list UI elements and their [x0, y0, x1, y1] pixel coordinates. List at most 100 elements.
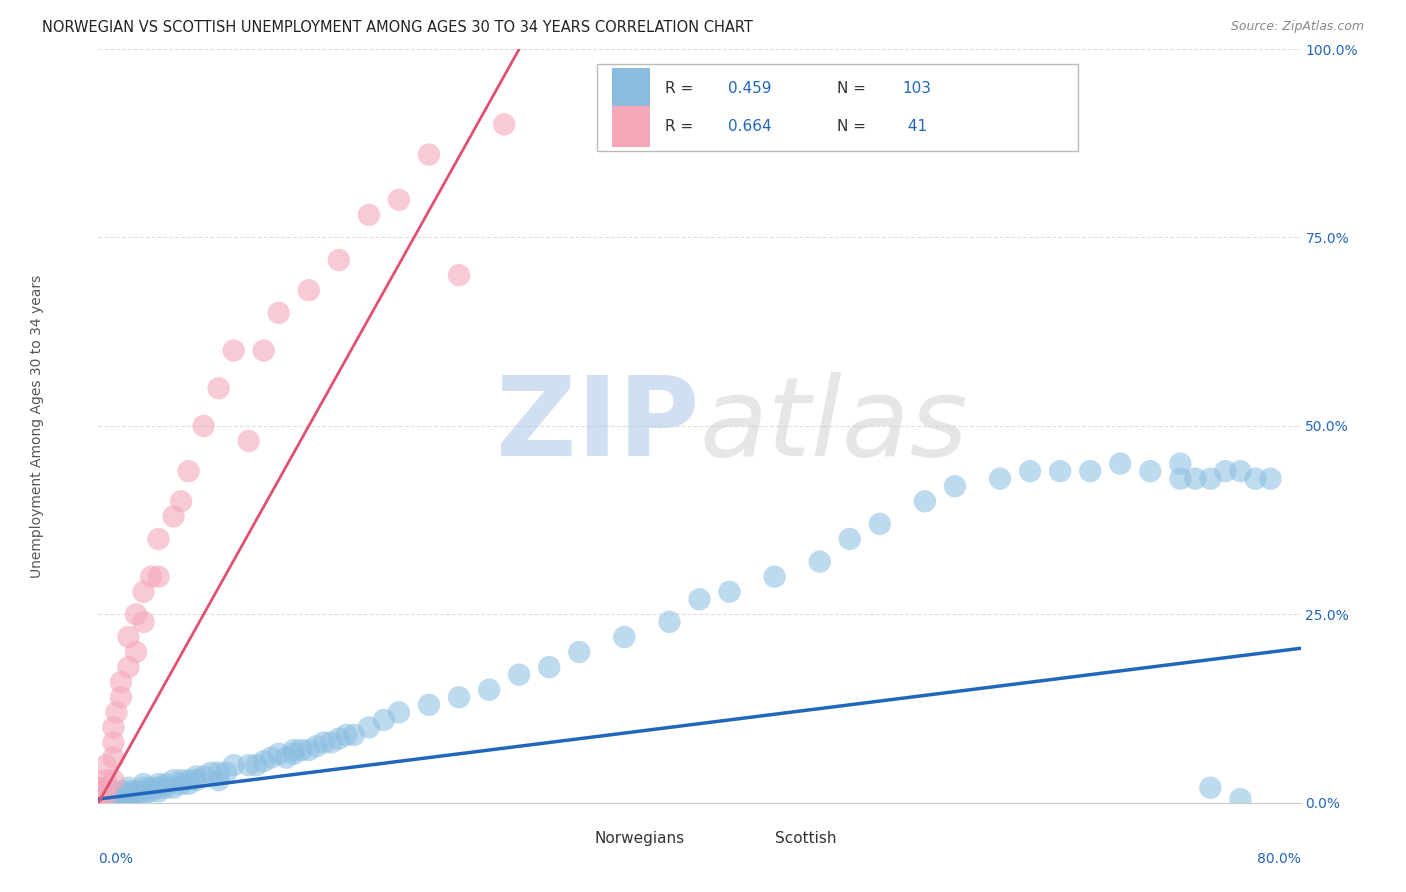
Text: 0.664: 0.664 [728, 119, 772, 134]
Point [193, 419, 215, 434]
Point [139, 780, 162, 795]
Point [87, 792, 110, 806]
Text: N =: N = [837, 81, 866, 96]
Point [87, 789, 110, 803]
Point [658, 615, 681, 629]
Point [87, 792, 110, 806]
Point [155, 780, 177, 795]
Text: Norwegians: Norwegians [595, 830, 685, 846]
Point [148, 570, 170, 584]
Point [170, 773, 193, 788]
Point [1170, 472, 1192, 486]
Point [177, 464, 200, 478]
Text: 0.0%: 0.0% [98, 852, 134, 866]
Point [222, 343, 245, 358]
Point [132, 584, 155, 599]
Point [87, 796, 110, 810]
Point [110, 784, 132, 798]
Point [87, 780, 110, 795]
Point [1184, 472, 1206, 486]
Point [312, 735, 335, 749]
Point [260, 750, 283, 764]
Point [508, 667, 530, 681]
Point [125, 784, 148, 798]
Point [87, 796, 110, 810]
Point [103, 750, 125, 764]
Point [132, 784, 155, 798]
Point [125, 607, 148, 622]
Point [132, 789, 155, 803]
Point [162, 509, 184, 524]
Point [283, 747, 305, 761]
Point [125, 789, 148, 803]
Point [193, 769, 215, 783]
FancyBboxPatch shape [730, 822, 763, 854]
Point [1229, 792, 1251, 806]
Point [117, 780, 139, 795]
Point [914, 494, 936, 508]
Point [208, 381, 231, 395]
Point [1139, 464, 1161, 478]
Point [94, 789, 117, 803]
Point [538, 660, 561, 674]
Y-axis label: Unemployment Among Ages 30 to 34 years: Unemployment Among Ages 30 to 34 years [31, 275, 45, 577]
Point [117, 784, 139, 798]
Point [148, 532, 170, 546]
Point [290, 743, 312, 757]
FancyBboxPatch shape [550, 822, 583, 854]
Point [110, 690, 132, 705]
Point [335, 728, 357, 742]
Point [139, 784, 162, 798]
Point [1244, 472, 1267, 486]
Point [838, 532, 860, 546]
Point [388, 193, 411, 207]
Point [103, 773, 125, 788]
Point [447, 690, 470, 705]
Point [132, 777, 155, 791]
Text: ZIP: ZIP [496, 373, 700, 479]
Point [988, 472, 1011, 486]
Point [139, 570, 162, 584]
Text: 103: 103 [903, 81, 932, 96]
Point [103, 721, 125, 735]
Point [184, 773, 207, 788]
Point [253, 755, 276, 769]
Point [418, 147, 440, 161]
Text: 41: 41 [903, 119, 927, 134]
Point [238, 434, 260, 448]
Point [110, 789, 132, 803]
Point [357, 721, 380, 735]
Point [110, 792, 132, 806]
Point [869, 516, 891, 531]
Point [110, 675, 132, 690]
Text: 0.459: 0.459 [728, 81, 772, 96]
Point [94, 796, 117, 810]
Point [94, 796, 117, 810]
Point [718, 584, 741, 599]
Point [1170, 457, 1192, 471]
Point [103, 789, 125, 803]
Point [87, 784, 110, 798]
Point [117, 792, 139, 806]
Point [208, 773, 231, 788]
Point [125, 645, 148, 659]
Point [94, 758, 117, 772]
Point [943, 479, 966, 493]
Point [155, 777, 177, 791]
Point [148, 780, 170, 795]
Point [689, 592, 711, 607]
Point [1078, 464, 1101, 478]
Point [132, 780, 155, 795]
Point [117, 630, 139, 644]
Point [357, 208, 380, 222]
Point [298, 743, 321, 757]
Point [94, 792, 117, 806]
Text: R =: R = [665, 81, 693, 96]
Point [1109, 457, 1132, 471]
Point [613, 630, 636, 644]
FancyBboxPatch shape [612, 106, 650, 147]
Point [343, 728, 366, 742]
Point [162, 780, 184, 795]
Point [177, 777, 200, 791]
Text: 80.0%: 80.0% [1257, 852, 1301, 866]
